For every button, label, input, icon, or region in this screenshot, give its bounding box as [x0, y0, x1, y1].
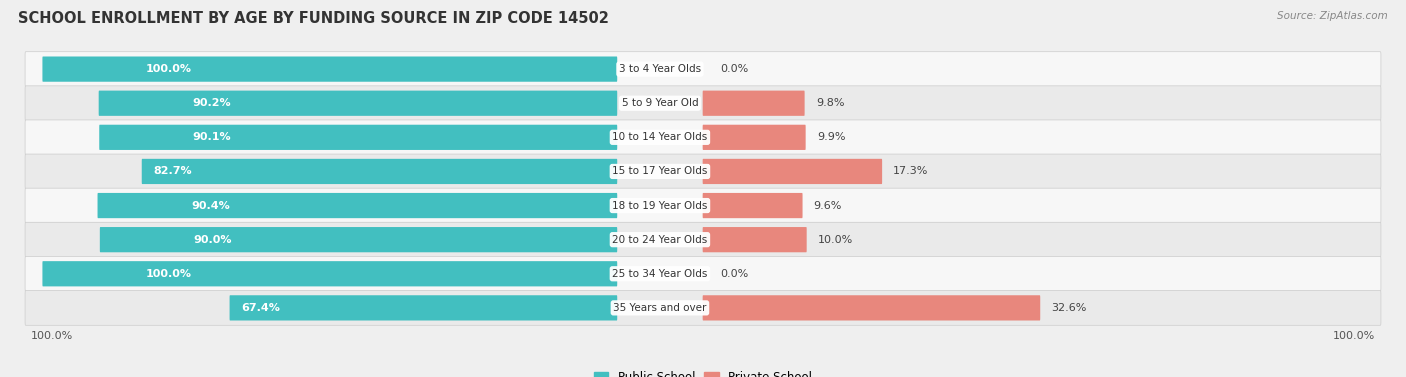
FancyBboxPatch shape — [703, 90, 804, 116]
FancyBboxPatch shape — [703, 227, 807, 252]
FancyBboxPatch shape — [25, 154, 1381, 189]
FancyBboxPatch shape — [100, 125, 617, 150]
FancyBboxPatch shape — [703, 125, 806, 150]
Text: 100.0%: 100.0% — [146, 64, 193, 74]
Legend: Public School, Private School: Public School, Private School — [589, 366, 817, 377]
Text: 0.0%: 0.0% — [720, 269, 748, 279]
Text: 17.3%: 17.3% — [893, 166, 928, 176]
Text: 9.9%: 9.9% — [817, 132, 845, 143]
FancyBboxPatch shape — [703, 193, 803, 218]
Text: 90.0%: 90.0% — [193, 234, 232, 245]
Text: 82.7%: 82.7% — [153, 166, 193, 176]
Text: 10.0%: 10.0% — [818, 234, 853, 245]
Text: 100.0%: 100.0% — [1333, 331, 1375, 341]
Text: 67.4%: 67.4% — [242, 303, 280, 313]
FancyBboxPatch shape — [42, 57, 617, 82]
Text: 90.4%: 90.4% — [191, 201, 231, 211]
FancyBboxPatch shape — [142, 159, 617, 184]
FancyBboxPatch shape — [703, 159, 882, 184]
Text: 5 to 9 Year Old: 5 to 9 Year Old — [621, 98, 699, 108]
FancyBboxPatch shape — [25, 120, 1381, 155]
FancyBboxPatch shape — [25, 188, 1381, 223]
Text: 9.8%: 9.8% — [815, 98, 844, 108]
Text: 100.0%: 100.0% — [31, 331, 73, 341]
Text: 0.0%: 0.0% — [720, 64, 748, 74]
Text: 32.6%: 32.6% — [1052, 303, 1087, 313]
FancyBboxPatch shape — [25, 291, 1381, 325]
Text: SCHOOL ENROLLMENT BY AGE BY FUNDING SOURCE IN ZIP CODE 14502: SCHOOL ENROLLMENT BY AGE BY FUNDING SOUR… — [18, 11, 609, 26]
FancyBboxPatch shape — [42, 261, 617, 287]
FancyBboxPatch shape — [25, 86, 1381, 121]
Text: 15 to 17 Year Olds: 15 to 17 Year Olds — [612, 166, 707, 176]
FancyBboxPatch shape — [703, 295, 1040, 320]
FancyBboxPatch shape — [25, 222, 1381, 257]
FancyBboxPatch shape — [229, 295, 617, 320]
Text: 35 Years and over: 35 Years and over — [613, 303, 707, 313]
Text: 90.1%: 90.1% — [193, 132, 232, 143]
Text: 20 to 24 Year Olds: 20 to 24 Year Olds — [613, 234, 707, 245]
Text: 3 to 4 Year Olds: 3 to 4 Year Olds — [619, 64, 702, 74]
FancyBboxPatch shape — [100, 227, 617, 252]
Text: 10 to 14 Year Olds: 10 to 14 Year Olds — [613, 132, 707, 143]
FancyBboxPatch shape — [25, 256, 1381, 291]
Text: 90.2%: 90.2% — [193, 98, 231, 108]
Text: 25 to 34 Year Olds: 25 to 34 Year Olds — [612, 269, 707, 279]
FancyBboxPatch shape — [25, 52, 1381, 86]
Text: Source: ZipAtlas.com: Source: ZipAtlas.com — [1277, 11, 1388, 21]
Text: 9.6%: 9.6% — [814, 201, 842, 211]
Text: 100.0%: 100.0% — [146, 269, 193, 279]
FancyBboxPatch shape — [98, 90, 617, 116]
FancyBboxPatch shape — [97, 193, 617, 218]
Text: 18 to 19 Year Olds: 18 to 19 Year Olds — [612, 201, 707, 211]
